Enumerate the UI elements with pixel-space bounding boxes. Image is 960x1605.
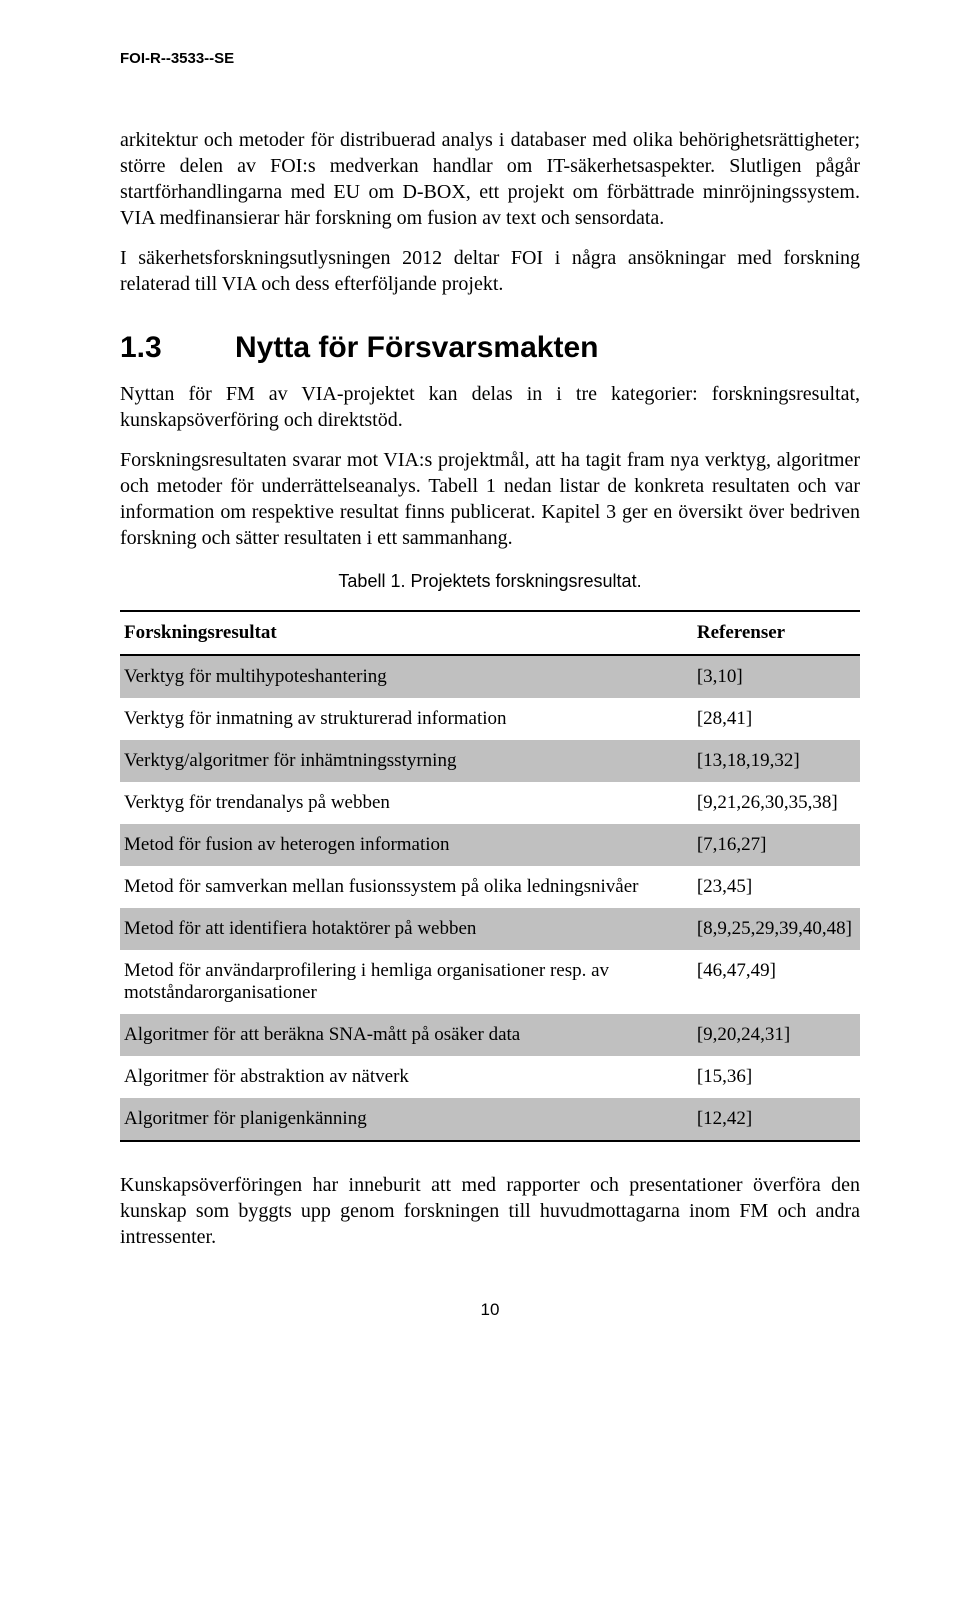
- cell-result: Verktyg för multihypoteshantering: [120, 655, 693, 698]
- paragraph-5: Kunskapsöverföringen har inneburit att m…: [120, 1172, 860, 1250]
- cell-refs: [9,21,26,30,35,38]: [693, 782, 860, 824]
- table-row: Metod för fusion av heterogen informatio…: [120, 824, 860, 866]
- paragraph-3: Nyttan för FM av VIA-projektet kan delas…: [120, 381, 860, 433]
- cell-result: Algoritmer för att beräkna SNA-mått på o…: [120, 1014, 693, 1056]
- heading-number: 1.3: [120, 331, 235, 365]
- table-row: Verktyg för multihypoteshantering [3,10]: [120, 655, 860, 698]
- page-number: 10: [120, 1300, 860, 1320]
- table-header-row: Forskningsresultat Referenser: [120, 611, 860, 655]
- cell-refs: [3,10]: [693, 655, 860, 698]
- cell-refs: [8,9,25,29,39,40,48]: [693, 908, 860, 950]
- table-row: Algoritmer för abstraktion av nätverk [1…: [120, 1056, 860, 1098]
- document-id: FOI-R--3533--SE: [120, 50, 860, 67]
- cell-result: Verktyg för trendanalys på webben: [120, 782, 693, 824]
- cell-refs: [46,47,49]: [693, 950, 860, 1014]
- cell-refs: [7,16,27]: [693, 824, 860, 866]
- cell-refs: [9,20,24,31]: [693, 1014, 860, 1056]
- paragraph-2: I säkerhetsforskningsutlysningen 2012 de…: [120, 245, 860, 297]
- cell-refs: [12,42]: [693, 1098, 860, 1141]
- cell-refs: [28,41]: [693, 698, 860, 740]
- table-header-refs: Referenser: [693, 611, 860, 655]
- cell-result: Algoritmer för abstraktion av nätverk: [120, 1056, 693, 1098]
- page-container: FOI-R--3533--SE arkitektur och metoder f…: [0, 0, 960, 1360]
- table-row: Verktyg för inmatning av strukturerad in…: [120, 698, 860, 740]
- cell-refs: [15,36]: [693, 1056, 860, 1098]
- table-row: Metod för användarprofilering i hemliga …: [120, 950, 860, 1014]
- cell-result: Metod för fusion av heterogen informatio…: [120, 824, 693, 866]
- heading-text: Nytta för Försvarsmakten: [235, 331, 598, 365]
- table-row: Metod för samverkan mellan fusionssystem…: [120, 866, 860, 908]
- cell-result: Metod för användarprofilering i hemliga …: [120, 950, 693, 1014]
- section-heading: 1.3 Nytta för Försvarsmakten: [120, 331, 860, 365]
- cell-result: Algoritmer för planigenkänning: [120, 1098, 693, 1141]
- table-row: Algoritmer för att beräkna SNA-mått på o…: [120, 1014, 860, 1056]
- table-row: Metod för att identifiera hotaktörer på …: [120, 908, 860, 950]
- results-table: Forskningsresultat Referenser Verktyg fö…: [120, 610, 860, 1142]
- table-row: Algoritmer för planigenkänning [12,42]: [120, 1098, 860, 1141]
- cell-refs: [23,45]: [693, 866, 860, 908]
- table-row: Verktyg/algoritmer för inhämtningsstyrni…: [120, 740, 860, 782]
- cell-result: Metod för att identifiera hotaktörer på …: [120, 908, 693, 950]
- cell-refs: [13,18,19,32]: [693, 740, 860, 782]
- paragraph-4: Forskningsresultaten svarar mot VIA:s pr…: [120, 447, 860, 551]
- paragraph-1: arkitektur och metoder för distribuerad …: [120, 127, 860, 231]
- cell-result: Metod för samverkan mellan fusionssystem…: [120, 866, 693, 908]
- table-caption: Tabell 1. Projektets forskningsresultat.: [120, 571, 860, 592]
- table-header-result: Forskningsresultat: [120, 611, 693, 655]
- table-row: Verktyg för trendanalys på webben [9,21,…: [120, 782, 860, 824]
- cell-result: Verktyg/algoritmer för inhämtningsstyrni…: [120, 740, 693, 782]
- cell-result: Verktyg för inmatning av strukturerad in…: [120, 698, 693, 740]
